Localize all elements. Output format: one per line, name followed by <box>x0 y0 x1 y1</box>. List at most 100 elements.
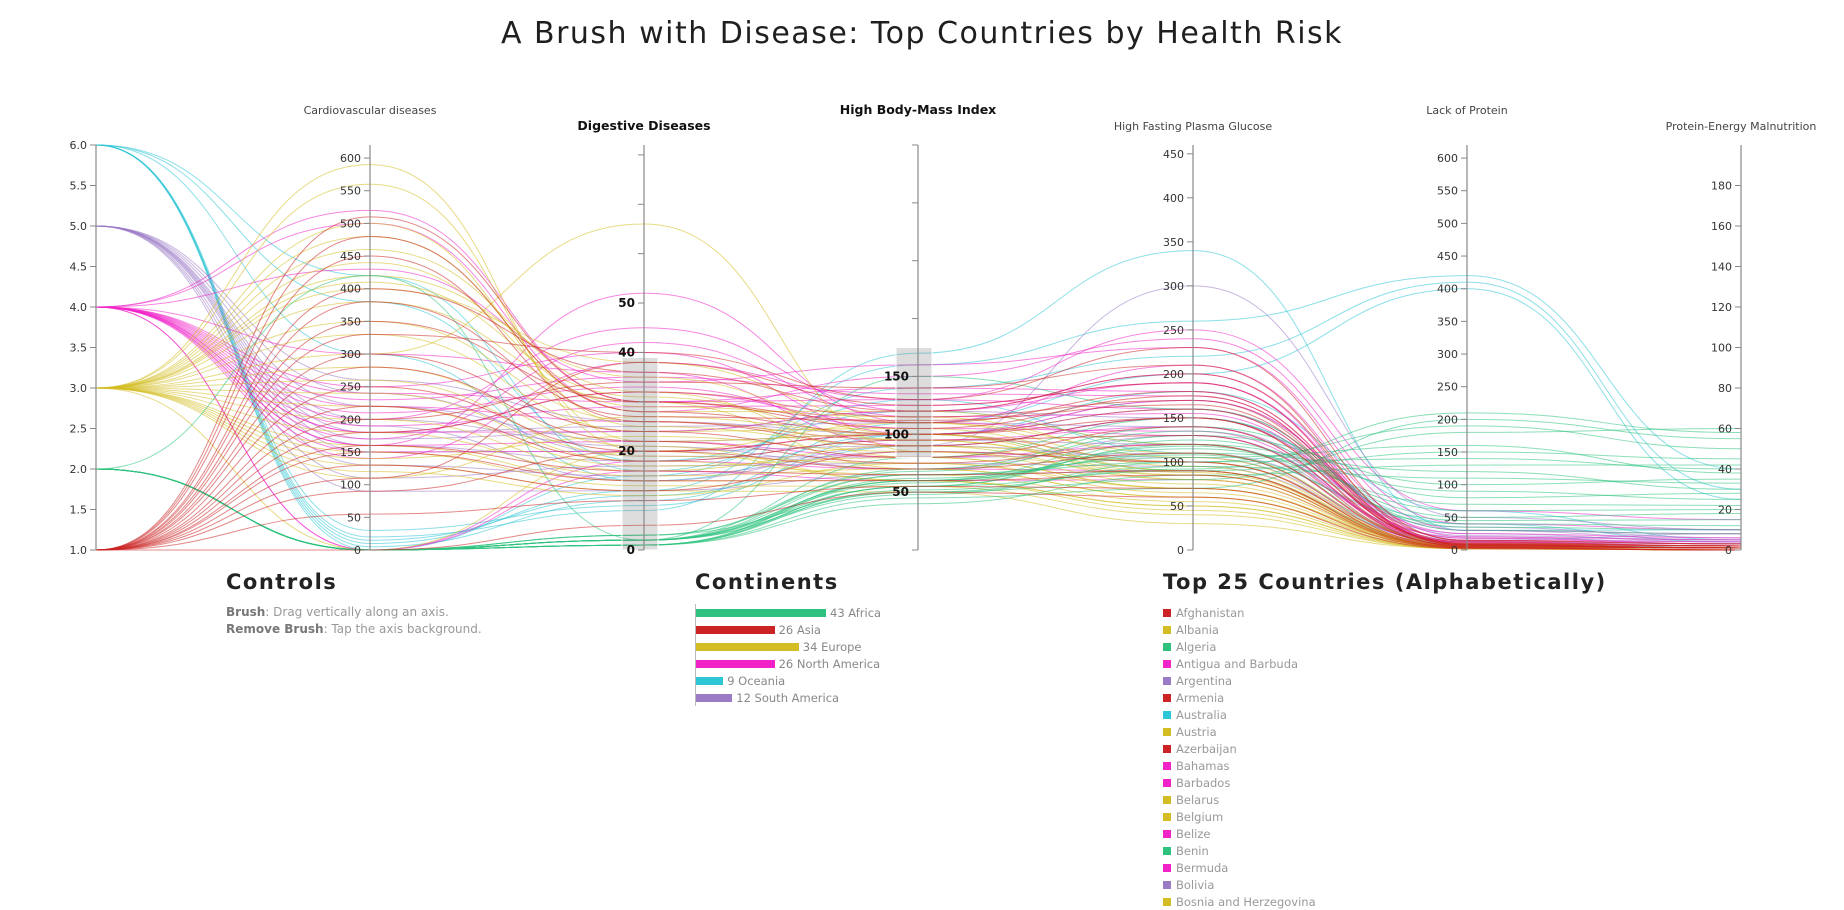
country-item[interactable]: Antigua and Barbuda <box>1163 655 1683 672</box>
country-item[interactable]: Azerbaijan <box>1163 740 1683 757</box>
continent-row[interactable]: 12 South America <box>696 689 1025 706</box>
continent-bar[interactable] <box>696 693 733 702</box>
country-name: Benin <box>1176 843 1209 858</box>
tick-label: 0 <box>1451 544 1458 557</box>
tick-label: 140 <box>1711 261 1732 274</box>
country-item[interactable]: Afghanistan <box>1163 604 1683 621</box>
country-item[interactable]: Australia <box>1163 706 1683 723</box>
tick-label: 300 <box>340 348 361 361</box>
tick-label: 200 <box>1437 413 1458 426</box>
country-item[interactable]: Belgium <box>1163 808 1683 825</box>
tick-label: 550 <box>1437 185 1458 198</box>
country-item[interactable]: Barbados <box>1163 774 1683 791</box>
country-name: Argentina <box>1176 673 1233 688</box>
continent-label: 26 North America <box>778 656 881 671</box>
series-line <box>95 306 1742 547</box>
axis-dig[interactable]: 0 20 40 50 Digestive Diseases <box>577 118 710 557</box>
country-name: Bermuda <box>1176 860 1229 875</box>
brush-extent[interactable] <box>895 347 933 458</box>
tick-label: 550 <box>340 185 361 198</box>
axis-bmi[interactable]: 50 100 150 High Body-Mass Index <box>840 102 997 551</box>
country-swatch <box>1163 642 1171 651</box>
axis-title: Digestive Diseases <box>577 118 710 133</box>
axis-glu[interactable]: 0 50 100 150 200 250 300 350 400 450 High Fasting … <box>1114 120 1273 557</box>
tick-label: 250 <box>1437 381 1458 394</box>
continent-bar[interactable] <box>696 608 826 617</box>
country-item[interactable]: Benin <box>1163 842 1683 859</box>
controls-panel: Controls Brush: Drag vertically along an… <box>226 570 626 638</box>
country-item[interactable]: Argentina <box>1163 672 1683 689</box>
continent-row[interactable]: 34 Europe <box>696 638 1025 655</box>
axis-pro[interactable]: 0 50 100 150 200 250 300 350 400 450 500 550 600 Lack… <box>1426 104 1507 557</box>
tick-label: 1.0 <box>70 544 88 557</box>
country-item[interactable]: Belarus <box>1163 791 1683 808</box>
series-line <box>95 144 1742 544</box>
tick-label: 50 <box>347 511 361 524</box>
continent-bar[interactable] <box>696 642 799 651</box>
axis-cont[interactable]: 1.0 1.5 2.0 2.5 3.0 3.5 4.0 4.5 5.0 5.5 6.0 <box>70 139 97 557</box>
country-swatch <box>1163 659 1171 668</box>
brush-extent[interactable] <box>621 356 659 551</box>
continent-bar[interactable] <box>696 625 775 634</box>
tick-label: 50 <box>892 485 909 499</box>
country-item[interactable]: Austria <box>1163 723 1683 740</box>
continents-panel: Continents 43 Africa 26 Asia 34 Europe 26 N… <box>695 570 1025 706</box>
country-swatch <box>1163 795 1171 804</box>
continent-bar[interactable] <box>696 659 775 668</box>
brush-text: : Drag vertically along an axis. <box>265 605 449 619</box>
tick-label: 40 <box>618 345 635 359</box>
country-swatch <box>1163 812 1171 821</box>
tick-label: 5.0 <box>70 220 88 233</box>
axes: 1.0 1.5 2.0 2.5 3.0 3.5 4.0 4.5 5.0 5.5 6.0 0 50 100 1… <box>70 102 1817 557</box>
controls-heading: Controls <box>226 570 338 594</box>
continent-label: 34 Europe <box>802 639 862 654</box>
tick-label: 400 <box>340 283 361 296</box>
continent-row[interactable]: 26 North America <box>696 655 1025 672</box>
countries-heading: Top 25 Countries (Alphabetically) <box>1163 570 1607 594</box>
country-swatch <box>1163 778 1171 787</box>
tick-label: 150 <box>884 369 909 383</box>
continent-label: 9 Oceania <box>727 673 786 688</box>
tick-label: 60 <box>1718 423 1732 436</box>
country-name: Australia <box>1176 707 1227 722</box>
country-item[interactable]: Bahamas <box>1163 757 1683 774</box>
tick-label: 450 <box>340 250 361 263</box>
continent-row[interactable]: 26 Asia <box>696 621 1025 638</box>
country-item[interactable]: Bolivia <box>1163 876 1683 893</box>
tick-label: 2.5 <box>70 423 88 436</box>
continent-row[interactable]: 43 Africa <box>696 604 1025 621</box>
continent-row[interactable]: 9 Oceania <box>696 672 1025 689</box>
country-item[interactable]: Albania <box>1163 621 1683 638</box>
tick-label: 600 <box>1437 152 1458 165</box>
page-title: A Brush with Disease: Top Countries by H… <box>500 16 1344 51</box>
continents-heading: Continents <box>695 570 839 594</box>
axis-title: Protein-Energy Malnutrition <box>1666 120 1817 133</box>
country-item[interactable]: Algeria <box>1163 638 1683 655</box>
country-item[interactable]: Belize <box>1163 825 1683 842</box>
series-line <box>95 144 1742 551</box>
country-item[interactable]: Armenia <box>1163 689 1683 706</box>
axis-title: High Body-Mass Index <box>840 102 997 117</box>
tick-label: 0 <box>627 543 635 557</box>
tick-label: 300 <box>1437 348 1458 361</box>
countries-list: Afghanistan Albania Algeria Antigua and Bar… <box>1163 604 1683 910</box>
series-line <box>95 275 1742 541</box>
tick-label: 20 <box>1718 504 1732 517</box>
tick-label: 250 <box>1163 324 1184 337</box>
axis-title: High Fasting Plasma Glucose <box>1114 120 1273 133</box>
tick-label: 3.0 <box>70 382 88 395</box>
continent-bar[interactable] <box>696 676 724 685</box>
country-swatch <box>1163 829 1171 838</box>
tick-label: 300 <box>1163 280 1184 293</box>
tick-label: 180 <box>1711 180 1732 193</box>
country-item[interactable]: Bermuda <box>1163 859 1683 876</box>
country-swatch <box>1163 761 1171 770</box>
axis-cvd[interactable]: 0 50 100 150 200 250 300 350 400 450 500 550 600 Card… <box>304 104 437 557</box>
tick-label: 500 <box>340 217 361 230</box>
tick-label: 100 <box>1163 456 1184 469</box>
tick-label: 5.5 <box>70 180 88 193</box>
tick-label: 0 <box>1177 544 1184 557</box>
country-name: Albania <box>1176 622 1219 637</box>
brush-label: Brush <box>226 605 266 619</box>
axis-pem[interactable]: 0 20 40 60 80 100 120 140 160 180 Protein-Energy M… <box>1666 120 1817 557</box>
